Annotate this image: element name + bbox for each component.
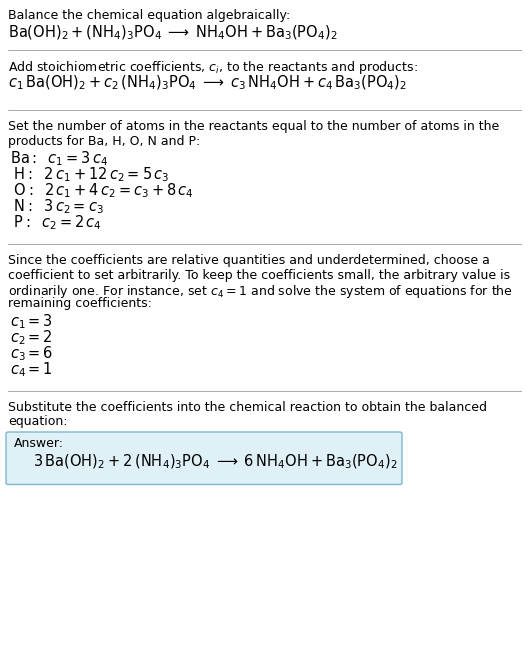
Text: Add stoichiometric coefficients, $c_i$, to the reactants and products:: Add stoichiometric coefficients, $c_i$, … — [8, 60, 418, 76]
Text: $\;\mathrm{O:}\;\; 2\,c_1 + 4\,c_2 = c_3 + 8\,c_4$: $\;\mathrm{O:}\;\; 2\,c_1 + 4\,c_2 = c_3… — [10, 181, 194, 200]
Text: $\mathrm{Ba:}\;\; c_1 = 3\,c_4$: $\mathrm{Ba:}\;\; c_1 = 3\,c_4$ — [10, 149, 108, 168]
Text: $c_2 = 2$: $c_2 = 2$ — [10, 328, 53, 347]
Text: $c_3 = 6$: $c_3 = 6$ — [10, 344, 53, 363]
Text: $\;\mathrm{P:}\;\; c_2 = 2\,c_4$: $\;\mathrm{P:}\;\; c_2 = 2\,c_4$ — [10, 213, 102, 232]
Text: $\mathrm{Ba(OH)_2 + (NH_4)_3PO_4 \;\longrightarrow\; NH_4OH + Ba_3(PO_4)_2}$: $\mathrm{Ba(OH)_2 + (NH_4)_3PO_4 \;\long… — [8, 23, 338, 42]
Text: products for Ba, H, O, N and P:: products for Ba, H, O, N and P: — [8, 135, 200, 148]
Text: $c_1 = 3$: $c_1 = 3$ — [10, 312, 53, 331]
Text: Set the number of atoms in the reactants equal to the number of atoms in the: Set the number of atoms in the reactants… — [8, 120, 499, 133]
Text: ordinarily one. For instance, set $c_4 = 1$ and solve the system of equations fo: ordinarily one. For instance, set $c_4 =… — [8, 283, 513, 300]
Text: $c_1\,\mathrm{Ba(OH)_2} + c_2\,(\mathrm{NH_4})_3\mathrm{PO_4} \;\longrightarrow\: $c_1\,\mathrm{Ba(OH)_2} + c_2\,(\mathrm{… — [8, 74, 407, 93]
Text: remaining coefficients:: remaining coefficients: — [8, 298, 152, 311]
Text: Substitute the coefficients into the chemical reaction to obtain the balanced: Substitute the coefficients into the che… — [8, 401, 487, 414]
Text: $\;\mathrm{H:}\;\; 2\,c_1 + 12\,c_2 = 5\,c_3$: $\;\mathrm{H:}\;\; 2\,c_1 + 12\,c_2 = 5\… — [10, 165, 169, 184]
Text: equation:: equation: — [8, 415, 68, 428]
Text: Balance the chemical equation algebraically:: Balance the chemical equation algebraica… — [8, 9, 290, 22]
Text: coefficient to set arbitrarily. To keep the coefficients small, the arbitrary va: coefficient to set arbitrarily. To keep … — [8, 269, 510, 281]
Text: Since the coefficients are relative quantities and underdetermined, choose a: Since the coefficients are relative quan… — [8, 254, 490, 267]
Text: $c_4 = 1$: $c_4 = 1$ — [10, 360, 53, 378]
Text: $\;\mathrm{N:}\;\; 3\,c_2 = c_3$: $\;\mathrm{N:}\;\; 3\,c_2 = c_3$ — [10, 197, 104, 215]
FancyBboxPatch shape — [6, 432, 402, 485]
Text: Answer:: Answer: — [14, 437, 64, 450]
Text: $3\,\mathrm{Ba(OH)_2} + 2\,(\mathrm{NH_4})_3\mathrm{PO_4} \;\longrightarrow\; 6\: $3\,\mathrm{Ba(OH)_2} + 2\,(\mathrm{NH_4… — [33, 452, 398, 471]
